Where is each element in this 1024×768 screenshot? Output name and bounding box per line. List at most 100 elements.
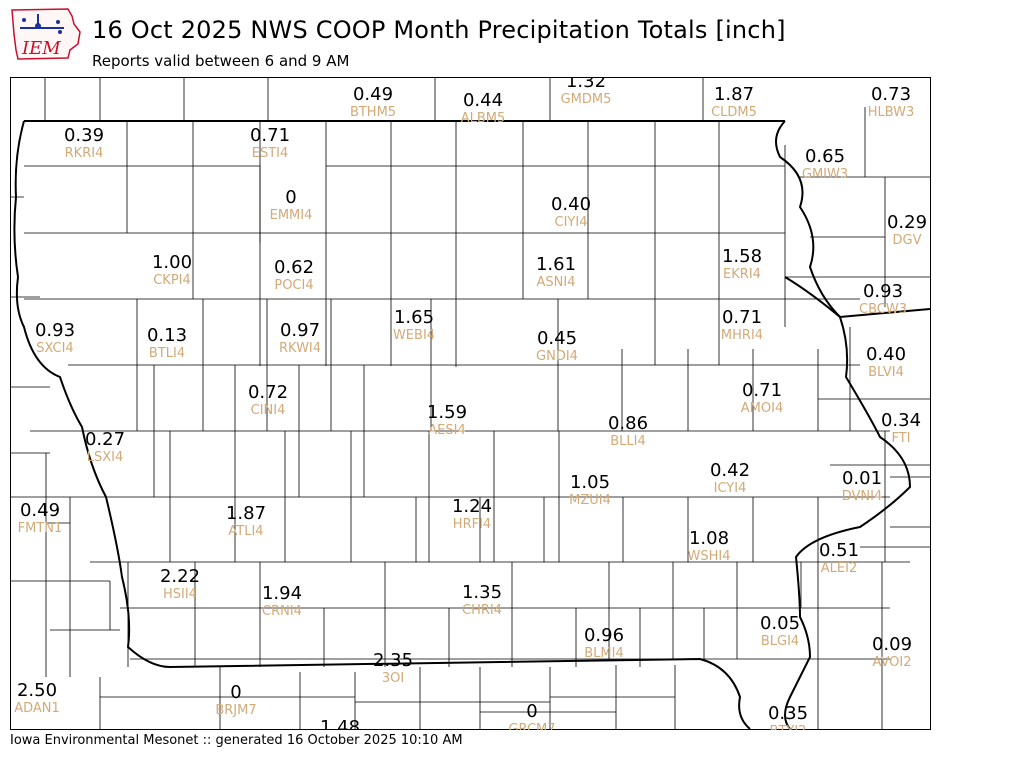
precip-value: 0.71 bbox=[742, 380, 782, 401]
precip-value: 0 bbox=[230, 682, 241, 703]
precip-value: 0.40 bbox=[551, 194, 591, 215]
station-id: BLLI4 bbox=[610, 434, 646, 449]
precip-value: 0.73 bbox=[871, 84, 911, 105]
station-id: FMTN1 bbox=[18, 521, 63, 536]
precip-value: 0.09 bbox=[872, 634, 912, 655]
station-id: ADAN1 bbox=[14, 701, 60, 716]
precip-value: 0.71 bbox=[722, 307, 762, 328]
precip-value: 0.93 bbox=[863, 281, 903, 302]
precip-value: 0.35 bbox=[768, 703, 808, 724]
precip-value: 1.87 bbox=[226, 503, 266, 524]
precip-value: 1.32 bbox=[566, 77, 606, 92]
station-id: DVNI4 bbox=[842, 489, 883, 504]
station-id: BRJM7 bbox=[215, 703, 256, 718]
station-id: GRCM7 bbox=[508, 722, 555, 730]
precip-value: 0.13 bbox=[147, 325, 187, 346]
precip-value: 1.08 bbox=[689, 528, 729, 549]
precip-value: 1.48 bbox=[320, 717, 360, 730]
station-id: SXCI4 bbox=[36, 341, 73, 356]
map-title: 16 Oct 2025 NWS COOP Month Precipitation… bbox=[92, 16, 786, 44]
station-id: ASNI4 bbox=[537, 275, 576, 290]
precip-value: 0.49 bbox=[20, 500, 60, 521]
station-id: CRNI4 bbox=[262, 604, 302, 619]
map-subtitle: Reports valid between 6 and 9 AM bbox=[92, 52, 350, 70]
station-id: RKRI4 bbox=[65, 146, 104, 161]
precip-value: 0.51 bbox=[819, 540, 859, 561]
station-id: HRFI4 bbox=[453, 517, 491, 532]
station-id: HSII4 bbox=[163, 587, 197, 602]
precip-value: 0.05 bbox=[760, 613, 800, 634]
precip-value: 0.40 bbox=[866, 344, 906, 365]
precip-value: 0.97 bbox=[280, 320, 320, 341]
precip-value: 1.24 bbox=[452, 496, 492, 517]
precip-value: 1.94 bbox=[262, 583, 302, 604]
precip-value: 0 bbox=[285, 187, 296, 208]
station-id: BLVI4 bbox=[868, 365, 904, 380]
station-id: 3OI bbox=[382, 671, 404, 686]
station-id: ALBM5 bbox=[461, 111, 506, 126]
precip-value: 0.62 bbox=[274, 257, 314, 278]
station-id: AMOI4 bbox=[741, 401, 783, 416]
precip-value: 0.44 bbox=[463, 90, 503, 111]
precip-value: 1.87 bbox=[714, 84, 754, 105]
precip-value: 0.49 bbox=[353, 84, 393, 105]
station-id: EMMI4 bbox=[270, 208, 313, 223]
precip-value: 2.35 bbox=[373, 650, 413, 671]
station-id: LSXI4 bbox=[87, 450, 124, 465]
county-borders bbox=[10, 77, 931, 729]
precip-value: 0.39 bbox=[64, 125, 104, 146]
precip-value: 0.71 bbox=[250, 125, 290, 146]
precip-value: 0.45 bbox=[537, 328, 577, 349]
precip-value: 1.00 bbox=[152, 252, 192, 273]
station-id: AVOI2 bbox=[872, 655, 911, 670]
station-id: WSHI4 bbox=[688, 549, 731, 564]
state-borders bbox=[13, 120, 931, 730]
precip-value: 0.42 bbox=[710, 460, 750, 481]
station-id: DGV bbox=[893, 233, 922, 248]
footer-text: Iowa Environmental Mesonet :: generated … bbox=[10, 733, 463, 748]
station-id: WEBI4 bbox=[393, 328, 435, 343]
station-id: FTI bbox=[891, 431, 910, 446]
station-id: CHRI4 bbox=[462, 603, 502, 618]
precip-value: 0.65 bbox=[805, 146, 845, 167]
precip-value: 0.01 bbox=[842, 468, 882, 489]
station-id: HLBW3 bbox=[868, 105, 915, 120]
precip-value: 0.34 bbox=[881, 410, 921, 431]
station-id: EKRI4 bbox=[723, 267, 761, 282]
station-id: BTLI4 bbox=[149, 346, 185, 361]
